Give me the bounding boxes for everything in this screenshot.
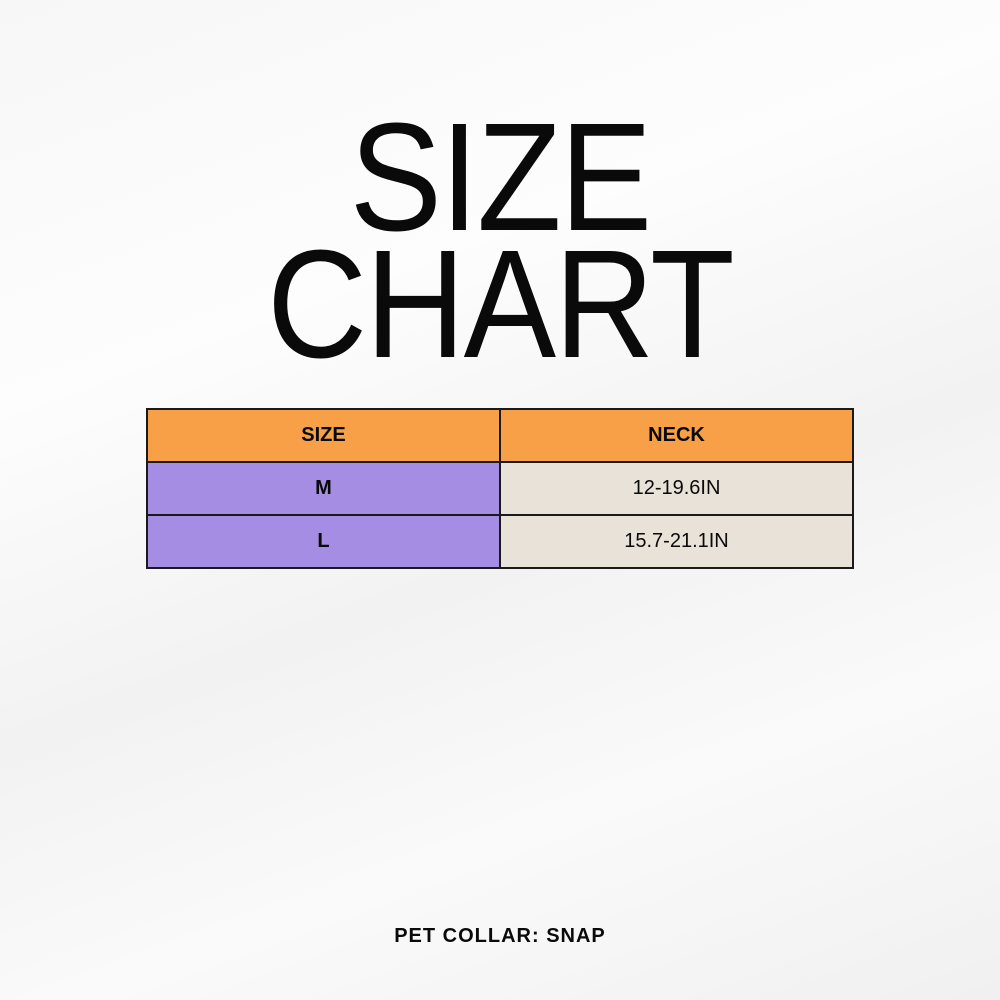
header-size: SIZE (146, 408, 501, 463)
table-row: L 15.7-21.1IN (146, 514, 854, 569)
title-line-2: CHART (267, 218, 735, 390)
table-header-row: SIZE NECK (146, 408, 854, 463)
neck-cell: 15.7-21.1IN (499, 514, 854, 569)
size-cell: L (146, 514, 501, 569)
size-table: SIZE NECK M 12-19.6IN L 15.7-21.1IN (146, 408, 854, 569)
table-row: M 12-19.6IN (146, 461, 854, 516)
size-cell: M (146, 461, 501, 516)
header-neck: NECK (499, 408, 854, 463)
title-line-1: SIZE (349, 91, 653, 263)
product-label: PET COLLAR: SNAP (394, 925, 606, 947)
neck-cell: 12-19.6IN (499, 461, 854, 516)
